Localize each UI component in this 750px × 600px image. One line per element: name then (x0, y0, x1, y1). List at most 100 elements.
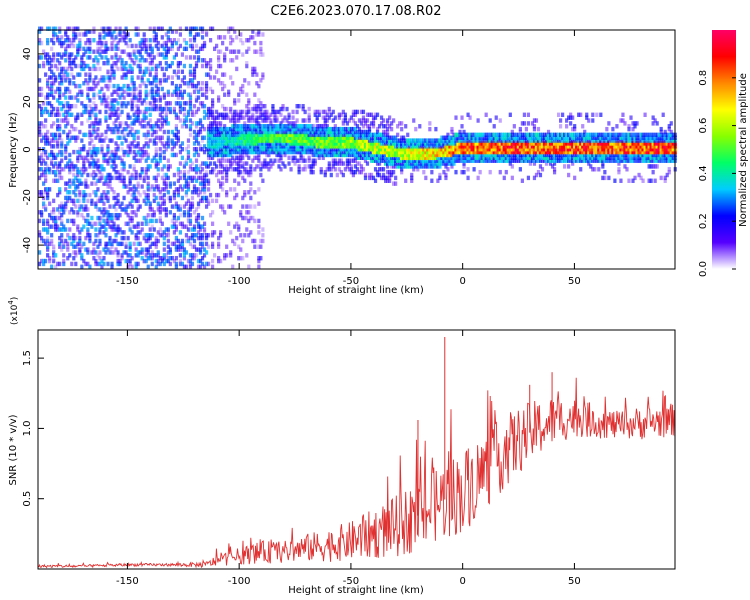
spectrogram-cell (556, 112, 561, 117)
spectrogram-cell (204, 32, 209, 37)
spectrogram-cell (136, 49, 140, 54)
spectrogram-cell (548, 138, 553, 143)
spectrogram-cell (96, 164, 100, 169)
spectrogram-cell (94, 121, 98, 126)
spectrogram-cell (136, 112, 140, 117)
spectrogram-cell (219, 184, 223, 189)
spectrogram-cell (257, 103, 261, 109)
spectrogram-cell (160, 149, 164, 155)
spectrogram-cell (162, 78, 166, 83)
spectrogram-cell (245, 49, 249, 54)
spectrogram-cell (202, 126, 207, 132)
spectrogram-cell (307, 164, 311, 169)
spectrogram-cell (303, 147, 307, 152)
spectrogram-cell (337, 147, 341, 152)
spectrogram-cell (100, 192, 104, 198)
spectrogram-cell (58, 92, 62, 97)
spectrogram-cell (142, 258, 146, 264)
spectrogram-cell (295, 135, 299, 140)
spectrogram-cell (192, 66, 197, 72)
spectrogram-cell (108, 138, 112, 143)
spectrogram-cell (150, 66, 154, 72)
spectrogram-cell (80, 172, 84, 178)
spectrogram-cell (150, 233, 154, 238)
spectrogram-cell (530, 155, 535, 161)
spectrogram-cell (357, 138, 362, 143)
spectrogram-cell (456, 144, 460, 149)
spectrogram-cell (239, 124, 243, 129)
spectrogram-cell (249, 164, 253, 169)
spectrogram-cell (128, 215, 132, 221)
spectrogram-cell (44, 167, 48, 172)
spectrogram-cell (243, 192, 247, 198)
spectrogram-cell (386, 138, 390, 143)
spectrogram-cell (188, 241, 193, 247)
spectrogram-cell (90, 106, 94, 112)
spectrogram-cell (261, 72, 265, 77)
spectrogram-cell (249, 141, 253, 146)
spectrogram-cell (379, 144, 384, 149)
spectrogram-cell (60, 227, 64, 232)
spectrogram-cell (339, 135, 343, 140)
spectrogram-cell (120, 178, 124, 183)
spectrogram-cell (196, 121, 201, 126)
spectrogram-cell (208, 112, 213, 117)
spectrogram-cell (92, 126, 96, 132)
spectrogram-cell (355, 152, 360, 158)
spectrogram-cell (538, 141, 543, 146)
spectrogram-cell (253, 129, 257, 135)
spectrogram-cell (106, 83, 110, 89)
spectrogram-cell (100, 258, 104, 264)
spectrogram-cell (229, 109, 233, 115)
spectrogram-cell (106, 261, 110, 267)
spectrogram-cell (436, 155, 440, 161)
spectrogram-cell (200, 167, 205, 172)
spectrogram-cell (160, 43, 164, 49)
spectrogram-cell (536, 132, 541, 138)
spectrogram-cell (182, 169, 187, 175)
spectrogram-cell (210, 167, 215, 172)
spectrogram-cell (369, 138, 374, 143)
spectrogram-cell (38, 129, 42, 135)
spectrogram-cell (295, 132, 299, 138)
spectrogram-cell (158, 52, 162, 57)
spectrogram-cell (259, 46, 263, 52)
spectrogram-cell (315, 126, 319, 132)
spectrogram-cell (522, 141, 526, 146)
spectrogram-cell (558, 124, 563, 129)
spectrogram-cell (136, 184, 140, 189)
spectrogram-cell (255, 149, 259, 155)
spectrogram-cell (468, 141, 472, 146)
spectrogram-cell (114, 55, 118, 60)
spectrogram-cell (192, 38, 197, 43)
spectrogram-cell (245, 167, 249, 172)
spectrogram-cell (327, 144, 331, 149)
spectrogram-cell (52, 247, 56, 252)
spectrogram-cell (339, 126, 343, 132)
spectrogram-cell (311, 132, 315, 138)
spectrogram-cell (98, 135, 102, 140)
spectrogram-cell (508, 141, 512, 146)
spectrogram-cell (299, 141, 303, 146)
spectrogram-cell (297, 132, 301, 138)
spectrogram-cell (544, 144, 549, 149)
spectrogram-cell (379, 121, 384, 126)
spectrogram-cell (251, 149, 255, 155)
spectrogram-cell (450, 155, 454, 161)
spectrogram-cell (544, 155, 549, 161)
spectrogram-cell (82, 155, 86, 161)
spectrogram-cell (317, 124, 321, 129)
spectrogram-cell (114, 46, 118, 52)
spectrogram-cell (341, 149, 345, 155)
spectrogram-cell (94, 112, 98, 117)
spectrogram-cell (444, 155, 448, 161)
spectrogram-cell (341, 147, 345, 152)
spectrogram-cell (98, 169, 102, 175)
spectrogram-cell (369, 175, 374, 181)
spectrogram-cell (86, 247, 90, 252)
spectrogram-cell (335, 172, 339, 178)
spectrogram-cell (343, 141, 347, 146)
spectrogram-cell (476, 152, 480, 158)
spectrogram-cell (40, 172, 44, 178)
spectrogram-cell (130, 58, 134, 63)
